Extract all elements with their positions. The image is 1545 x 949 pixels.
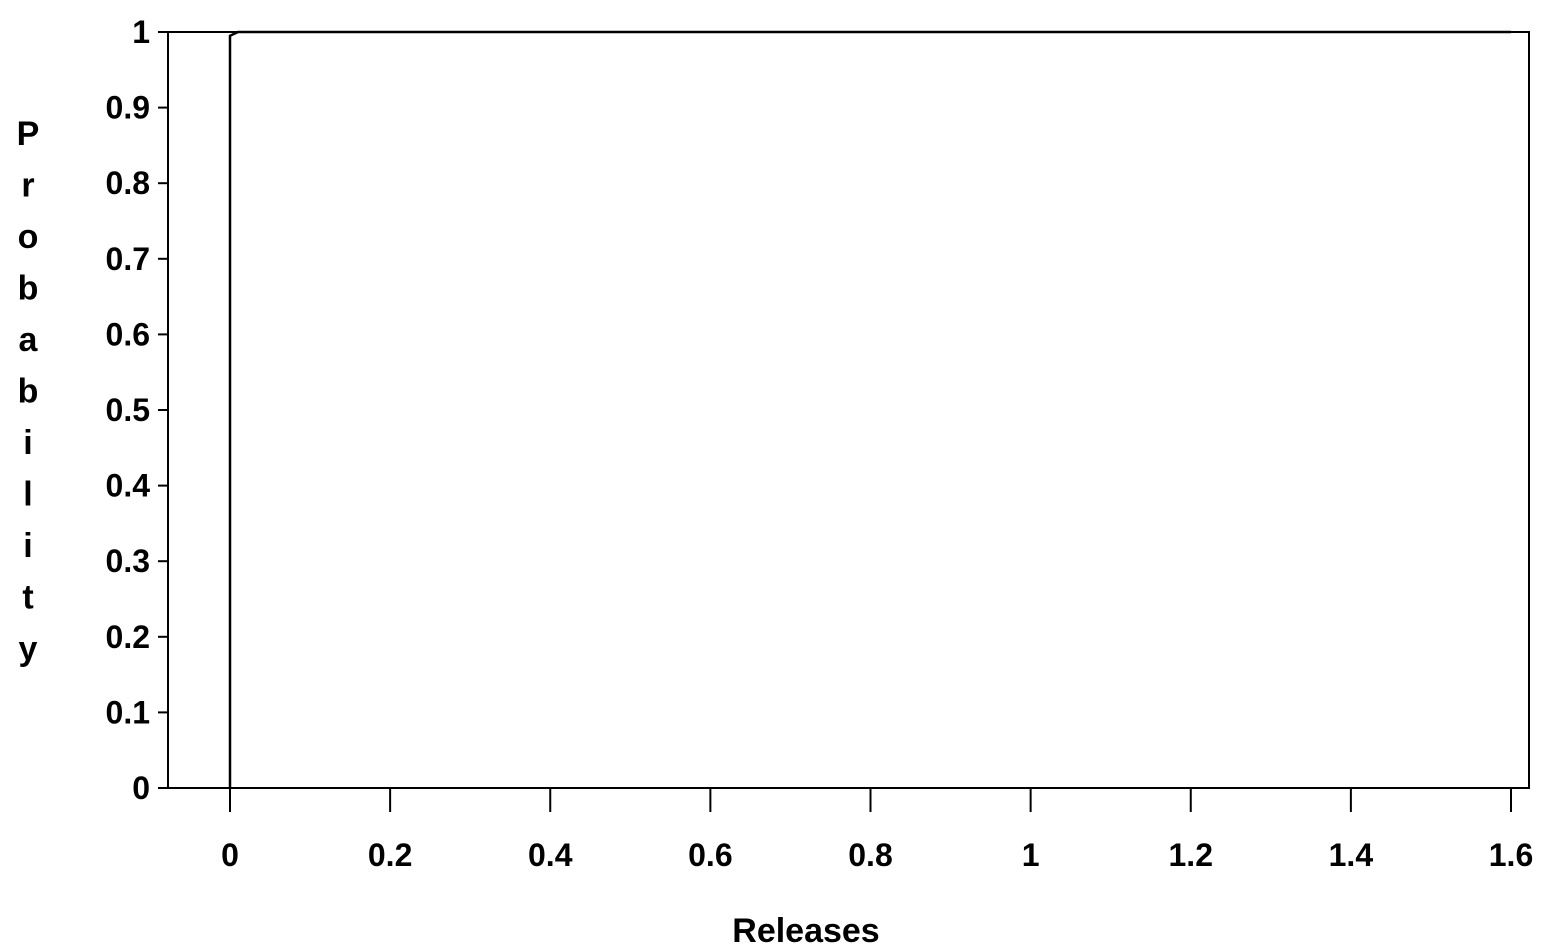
x-tick-label-4: 0.8 [848,837,892,873]
y-tick-label-7: 0.7 [106,241,150,277]
x-tick-label-8: 1.6 [1489,837,1533,873]
x-axis: 0 0.2 0.4 0.6 0.8 1 1.2 1.4 1.6 [221,788,1533,873]
x-tick-label-3: 0.6 [688,837,732,873]
y-tick-label-5: 0.5 [106,392,150,428]
x-tick-label-0: 0 [221,837,239,873]
y-axis-title-letter: r [21,167,34,205]
y-tick-label-3: 0.3 [106,543,150,579]
y-axis-title-letter: b [18,270,39,308]
y-tick-label-9: 0.9 [106,90,150,126]
y-axis-title-letter: t [22,579,33,617]
y-axis-title-letter: i [23,424,32,462]
y-axis-title-letter: a [19,321,39,359]
y-tick-label-1: 0.1 [106,694,150,730]
y-tick-label-4: 0.4 [106,468,151,504]
y-tick-label-10: 1 [132,14,150,50]
y-axis-title-letter: P [17,115,40,153]
y-axis-title-letter: b [18,373,39,411]
y-axis: 0 0.1 0.2 0.3 0.4 0.5 0.6 0.7 0.8 0.9 1 [106,14,168,806]
y-tick-label-0: 0 [132,770,150,806]
y-axis-title-letter: l [23,476,32,514]
y-tick-label-6: 0.6 [106,316,150,352]
y-axis-title-letter: o [18,218,39,256]
y-axis-title-letter: y [19,630,38,668]
series-line-0 [228,30,1511,788]
x-tick-label-2: 0.4 [528,837,573,873]
x-tick-label-1: 0.2 [368,837,412,873]
series-layer [228,30,1511,788]
x-tick-label-7: 1.4 [1329,837,1374,873]
y-tick-label-8: 0.8 [106,165,150,201]
x-axis-title: Releases [732,912,879,949]
plot-frame [167,31,1530,789]
y-axis-title-letter: i [23,527,32,565]
x-tick-label-5: 1 [1022,837,1040,873]
x-tick-label-6: 1.2 [1169,837,1213,873]
y-tick-label-2: 0.2 [106,619,150,655]
